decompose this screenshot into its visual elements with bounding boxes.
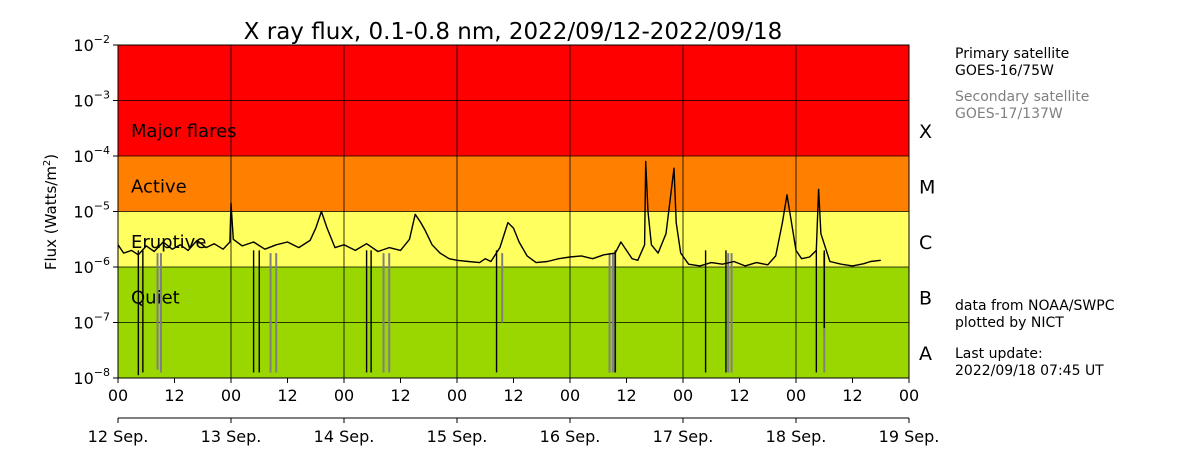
x-hour-tick-label: 12 xyxy=(390,386,410,405)
date-tick-label: 17 Sep. xyxy=(653,427,714,446)
x-hour-tick-label: 12 xyxy=(842,386,862,405)
secondary-satellite-name: GOES-17/137W xyxy=(955,106,1063,122)
band-active xyxy=(118,156,909,212)
y-tick-label: 10−6 xyxy=(73,255,110,277)
chart-title: X ray flux, 0.1-0.8 nm, 2022/09/12-2022/… xyxy=(244,19,783,45)
primary-satellite-name: GOES-16/75W xyxy=(955,63,1054,79)
y-tick-label: 10−7 xyxy=(73,311,110,333)
primary-satellite-heading: Primary satellite xyxy=(955,46,1070,62)
grid-lines xyxy=(118,45,909,378)
x-hour-tick-label: 00 xyxy=(108,386,128,405)
date-tick-label: 19 Sep. xyxy=(879,427,940,446)
x-hour-tick-label: 12 xyxy=(503,386,523,405)
last-update-time: 2022/09/18 07:45 UT xyxy=(955,363,1104,379)
last-update-label: Last update: xyxy=(955,346,1043,362)
date-tick-label: 14 Sep. xyxy=(314,427,375,446)
flare-class-labels: X M C B A xyxy=(919,121,935,365)
x-hour-tick-label: 12 xyxy=(277,386,297,405)
x-hour-tick-label: 00 xyxy=(786,386,806,405)
x-hour-tick-label: 00 xyxy=(899,386,919,405)
flare-class-x: X xyxy=(919,121,932,143)
band-eruptive xyxy=(118,211,909,267)
x-hour-tick-label: 00 xyxy=(221,386,241,405)
date-tick-label: 18 Sep. xyxy=(766,427,827,446)
flare-class-c: C xyxy=(919,232,932,254)
secondary-satellite-heading: Secondary satellite xyxy=(955,89,1090,105)
x-hour-tick-label: 00 xyxy=(334,386,354,405)
y-tick-label: 10−4 xyxy=(73,144,110,166)
y-tick-label: 10−3 xyxy=(73,89,110,111)
date-tick-label: 15 Sep. xyxy=(427,427,488,446)
flare-class-a: A xyxy=(919,343,932,365)
x-hour-tick-label: 00 xyxy=(560,386,580,405)
y-tick-label: 10−2 xyxy=(73,33,110,55)
plotted-by-text: plotted by NICT xyxy=(955,315,1064,331)
date-tick-label: 12 Sep. xyxy=(88,427,149,446)
y-tick-label: 10−5 xyxy=(73,200,110,222)
primary-series-line xyxy=(117,160,881,376)
x-hour-tick-label: 00 xyxy=(673,386,693,405)
date-tick-label: 16 Sep. xyxy=(540,427,601,446)
secondary-satellite-legend: Secondary satellite GOES-17/137W xyxy=(955,89,1089,123)
flare-class-m: M xyxy=(919,177,935,199)
last-update: Last update: 2022/09/18 07:45 UT xyxy=(955,346,1104,380)
x-axis: 00 12 00 12 00 12 00 12 00 12 00 12 00 12 00 12 Sep. 13 … xyxy=(88,378,940,446)
x-hour-tick-label: 12 xyxy=(616,386,636,405)
primary-series-path xyxy=(117,160,881,267)
data-credits: data from NOAA/SWPC plotted by NICT xyxy=(955,298,1114,332)
y-axis: 10−2 10−3 10−4 10−5 10−6 10−7 10−8 xyxy=(73,33,118,388)
data-source-text: data from NOAA/SWPC xyxy=(955,298,1115,314)
date-tick-label: 13 Sep. xyxy=(201,427,262,446)
y-tick-label: 10−8 xyxy=(73,366,110,388)
flare-class-b: B xyxy=(919,288,932,310)
x-hour-tick-label: 00 xyxy=(447,386,467,405)
band-label-major-flares: Major flares xyxy=(131,121,237,142)
x-hour-tick-label: 12 xyxy=(729,386,749,405)
primary-satellite-legend: Primary satellite GOES-16/75W xyxy=(955,46,1069,80)
y-axis-label: Flux (Watts/m2) xyxy=(42,154,60,270)
band-label-active: Active xyxy=(131,177,187,198)
x-hour-tick-label: 12 xyxy=(164,386,184,405)
